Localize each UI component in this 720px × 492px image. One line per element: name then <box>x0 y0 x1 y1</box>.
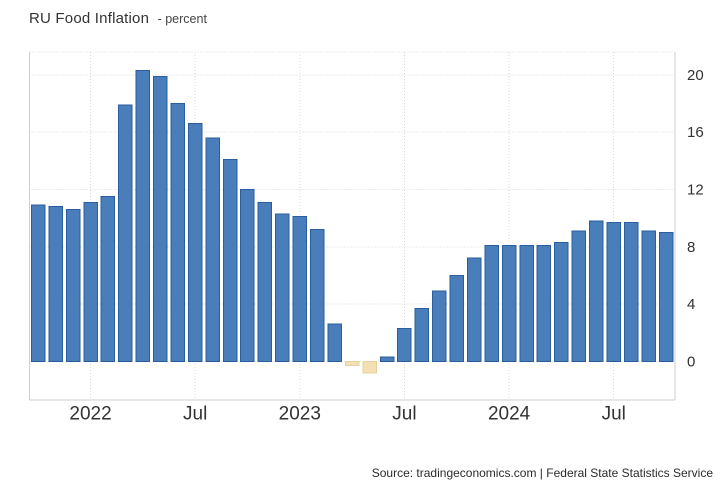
chart-header: RU Food Inflation - percent <box>29 10 207 28</box>
x-axis-label: 2024 <box>488 404 531 425</box>
y-axis-label: 20 <box>687 67 704 84</box>
bar-2024-04[interactable] <box>554 241 569 362</box>
chart-title: RU Food Inflation <box>29 10 150 27</box>
bar-2023-11[interactable] <box>466 257 482 362</box>
y-axis-label: 16 <box>687 124 704 141</box>
bar-2024-08[interactable] <box>623 221 639 362</box>
bar-2023-09[interactable] <box>432 290 447 362</box>
y-axis-label: 8 <box>687 239 695 256</box>
y-axis-label: 0 <box>687 353 695 370</box>
x-axis-label: Jul <box>602 404 626 425</box>
x-axis-label: 2023 <box>279 404 321 425</box>
bar-2022-08[interactable] <box>205 137 220 362</box>
bar-2022-11[interactable] <box>257 201 273 362</box>
bar-2024-07[interactable] <box>606 221 621 362</box>
bar-2024-09[interactable] <box>641 230 656 362</box>
bar-2021-10[interactable] <box>30 204 46 362</box>
bar-2022-04[interactable] <box>135 70 151 362</box>
bar-2022-10[interactable] <box>240 188 255 362</box>
bar-2023-08[interactable] <box>414 307 430 362</box>
bar-2023-07[interactable] <box>397 327 412 362</box>
source-attribution: Source: tradingeconomics.com | Federal S… <box>371 466 713 480</box>
x-axis-label: 2022 <box>69 404 111 425</box>
bar-2022-02[interactable] <box>100 196 116 362</box>
bar-2022-09[interactable] <box>222 158 238 362</box>
bar-2022-01[interactable] <box>83 201 98 362</box>
y-axis-label: 4 <box>687 296 695 313</box>
bar-2022-07[interactable] <box>187 123 203 362</box>
x-axis-label: Jul <box>392 404 416 425</box>
bar-2023-12[interactable] <box>484 244 499 362</box>
bar-2024-01[interactable] <box>501 244 517 362</box>
chart-subtitle: - percent <box>157 12 207 26</box>
bar-2023-03[interactable] <box>327 323 342 362</box>
bar-2021-12[interactable] <box>65 209 81 362</box>
bar-2022-03[interactable] <box>118 104 133 362</box>
bar-2024-06[interactable] <box>589 220 604 362</box>
y-axis-label: 12 <box>687 181 704 198</box>
bar-2024-02[interactable] <box>519 244 534 362</box>
bar-2024-10[interactable] <box>658 231 674 362</box>
bar-2024-03[interactable] <box>536 244 552 362</box>
bar-2023-05[interactable] <box>362 360 377 374</box>
bar-2023-06[interactable] <box>379 356 395 362</box>
bar-2022-06[interactable] <box>170 103 185 362</box>
bar-2023-10[interactable] <box>449 274 465 362</box>
bar-2022-12[interactable] <box>275 213 290 362</box>
bar-2022-05[interactable] <box>153 75 168 362</box>
x-axis-label: Jul <box>183 404 207 425</box>
bar-2023-02[interactable] <box>309 229 325 362</box>
bar-2024-05[interactable] <box>571 230 587 362</box>
bar-2023-01[interactable] <box>292 216 308 362</box>
bar-2023-04[interactable] <box>344 360 360 367</box>
bar-2021-11[interactable] <box>48 206 63 362</box>
